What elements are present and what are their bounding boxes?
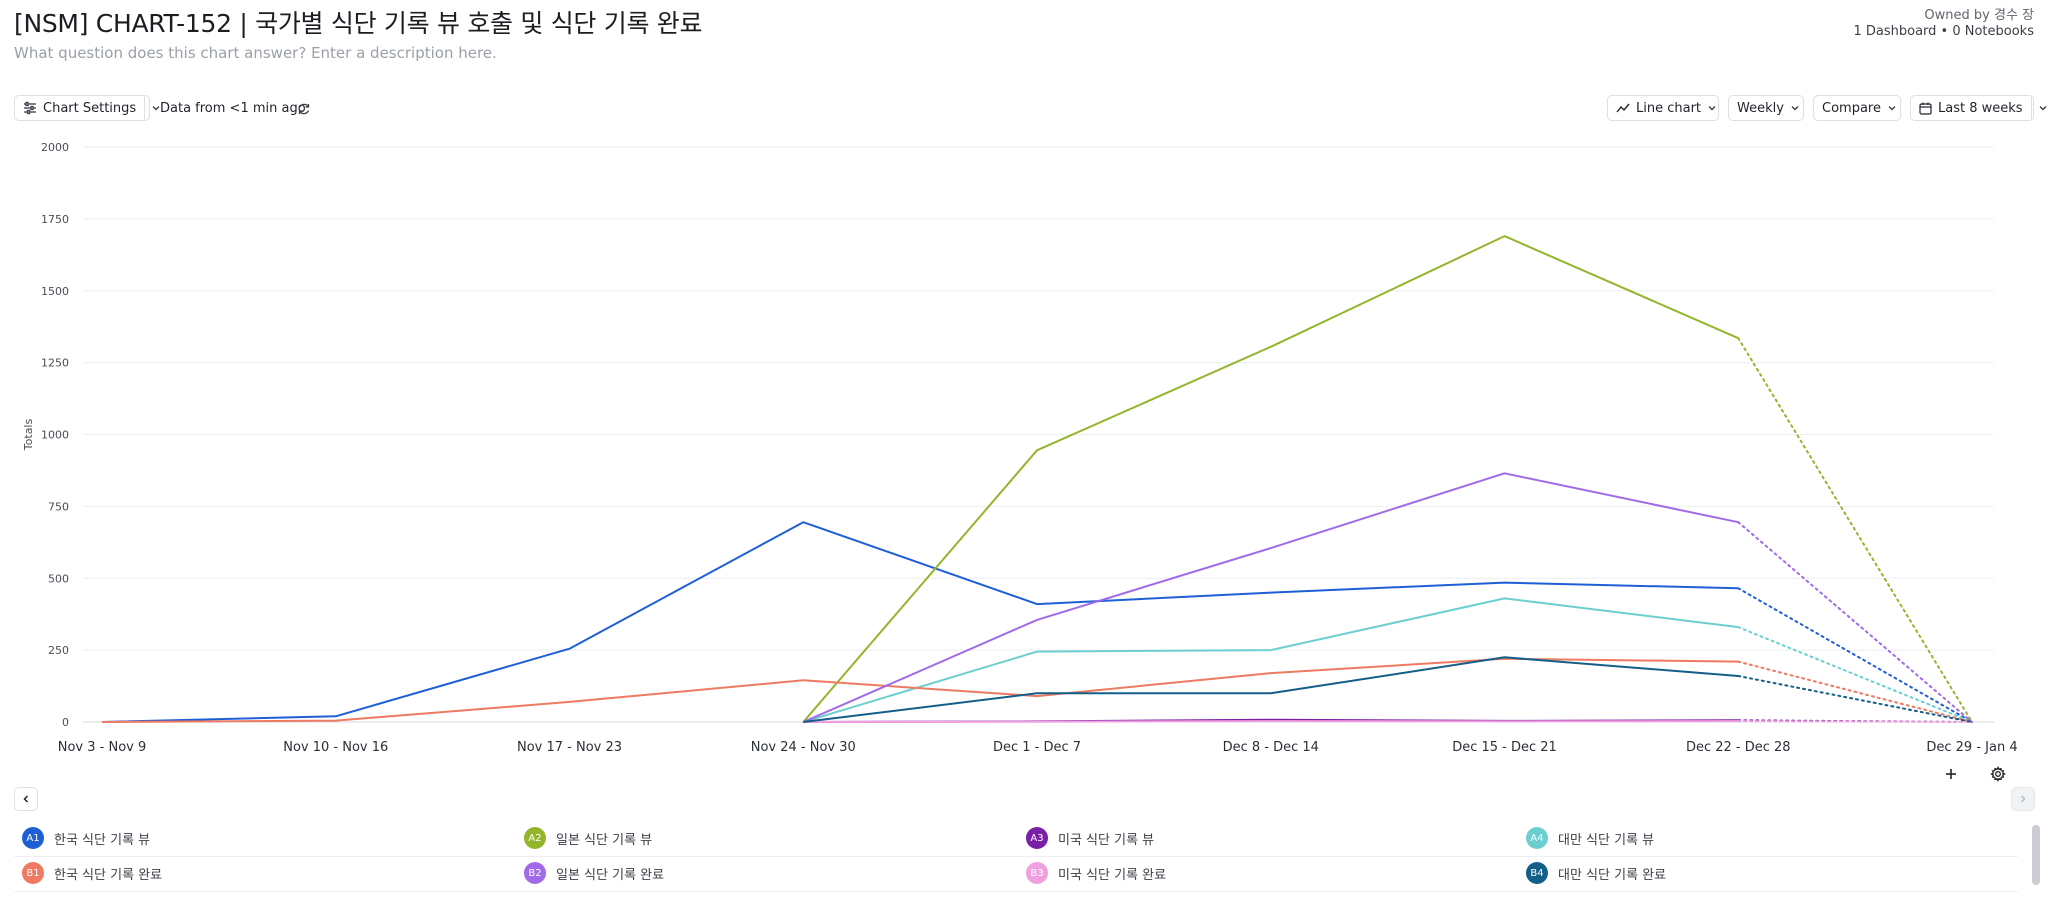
date-range-label: Last 8 weeks xyxy=(1938,100,2023,116)
legend-item-A2[interactable]: A2 일본 식단 기록 뷰 xyxy=(524,827,652,849)
x-tick-label: Nov 10 - Nov 16 xyxy=(283,740,388,755)
y-tick-label: 1250 xyxy=(41,357,69,370)
x-tick-label: Dec 8 - Dec 14 xyxy=(1223,740,1319,755)
chevron-right-icon xyxy=(2020,795,2026,803)
y-axis-label: Totals xyxy=(22,419,35,452)
data-freshness-label: Data from <1 min ago xyxy=(160,100,306,116)
legend-label: 미국 식단 기록 완료 xyxy=(1058,867,1167,883)
x-tick-label: Dec 29 - Jan 4 xyxy=(1926,740,2017,755)
chevron-down-icon[interactable] xyxy=(144,96,161,120)
series-line-B2 xyxy=(802,472,1739,723)
x-tick-label: Nov 3 - Nov 9 xyxy=(58,740,147,755)
x-tick-label: Dec 22 - Dec 28 xyxy=(1686,740,1791,755)
y-tick-label: 1000 xyxy=(41,429,69,442)
legend-label: 한국 식단 기록 완료 xyxy=(54,867,163,883)
y-tick-label: 1500 xyxy=(41,285,69,298)
y-tick-label: 750 xyxy=(48,500,69,513)
y-tick-label: 250 xyxy=(48,644,69,657)
x-tick-label: Nov 24 - Nov 30 xyxy=(751,740,856,755)
owner-label: Owned by 경수 장 xyxy=(1924,8,2034,23)
legend-scrollbar[interactable] xyxy=(2032,825,2040,885)
x-tick-label: Dec 15 - Dec 21 xyxy=(1452,740,1557,755)
refresh-icon[interactable] xyxy=(296,101,312,117)
series-badge: A3 xyxy=(1026,827,1048,849)
series-badge: B1 xyxy=(22,862,44,884)
chevron-left-icon xyxy=(23,795,29,803)
series-line-B4 xyxy=(803,656,1739,723)
chart-header: [NSM] CHART-152 | 국가별 식단 기록 뷰 호출 및 식단 기록… xyxy=(14,2,2034,72)
compare-label: Compare xyxy=(1822,100,1881,116)
x-tick-label: Nov 17 - Nov 23 xyxy=(517,740,622,755)
legend-prev-button[interactable] xyxy=(14,787,38,811)
plus-icon xyxy=(1946,769,1956,779)
series-line-A1 xyxy=(101,521,1739,723)
series-partial-A1 xyxy=(1737,587,1973,723)
add-series-button[interactable] xyxy=(1939,762,1963,786)
legend-row: A1 한국 식단 기록 뷰 A2 일본 식단 기록 뷰 A3 미국 식단 기록 뷰 A4 대만… xyxy=(14,822,2018,857)
legend-label: 일본 식단 기록 뷰 xyxy=(556,832,653,848)
chevron-down-icon xyxy=(1887,103,1897,113)
legend-label: 일본 식단 기록 완료 xyxy=(556,867,665,883)
sliders-icon xyxy=(23,101,37,115)
chevron-down-icon[interactable] xyxy=(2030,96,2048,120)
legend-label: 대만 식단 기록 뷰 xyxy=(1558,832,1655,848)
chevron-down-icon xyxy=(1790,103,1800,113)
series-badge: B2 xyxy=(524,862,546,884)
legend-item-B1[interactable]: B1 한국 식단 기록 완료 xyxy=(22,862,162,884)
legend-row: B1 한국 식단 기록 완료 B2 일본 식단 기록 완료 B3 미국 식단 기록 완료 B… xyxy=(14,857,2018,892)
legend-label: 대만 식단 기록 완료 xyxy=(1558,867,1667,883)
series-badge: B3 xyxy=(1026,862,1048,884)
series-line-B1 xyxy=(101,657,1739,723)
usage-meta-link[interactable]: 1 Dashboard • 0 Notebooks xyxy=(1853,24,2034,39)
chart-settings-button[interactable]: Chart Settings xyxy=(14,95,160,121)
series-partial-A4 xyxy=(1737,626,1973,723)
y-tick-label: 2000 xyxy=(41,141,69,154)
compare-dropdown[interactable]: Compare xyxy=(1813,95,1901,121)
series-partial-B4 xyxy=(1737,675,1973,723)
date-range-dropdown[interactable]: Last 8 weeks xyxy=(1910,95,2047,121)
gear-icon[interactable] xyxy=(1986,762,2010,786)
y-tick-label: 1750 xyxy=(41,213,69,226)
page-title[interactable]: [NSM] CHART-152 | 국가별 식단 기록 뷰 호출 및 식단 기록… xyxy=(14,9,703,38)
interval-label: Weekly xyxy=(1737,100,1784,116)
chevron-down-icon xyxy=(1707,103,1717,113)
legend-item-A1[interactable]: A1 한국 식단 기록 뷰 xyxy=(22,827,150,849)
series-badge: B4 xyxy=(1526,862,1548,884)
series-badge: A2 xyxy=(524,827,546,849)
series-line-A4 xyxy=(803,597,1739,723)
series-line-A2 xyxy=(802,235,1739,723)
chart-legend: A1 한국 식단 기록 뷰 A2 일본 식단 기록 뷰 A3 미국 식단 기록 뷰 A4 대만… xyxy=(14,822,2018,892)
legend-item-B3[interactable]: B3 미국 식단 기록 완료 xyxy=(1026,862,1166,884)
chart-type-dropdown[interactable]: Line chart xyxy=(1607,95,1719,121)
description-input[interactable]: What question does this chart answer? En… xyxy=(14,44,497,62)
line-chart-icon xyxy=(1616,102,1630,114)
line-chart: 0 250 500 750 1000 1250 1500 1750 2000 Nov 3 - No… xyxy=(22,141,2018,755)
series-partial-B1 xyxy=(1737,660,1973,723)
chart-settings-label: Chart Settings xyxy=(43,100,137,116)
legend-label: 한국 식단 기록 뷰 xyxy=(54,832,151,848)
series-badge: A4 xyxy=(1526,827,1548,849)
chart-type-label: Line chart xyxy=(1636,100,1702,116)
x-tick-label: Dec 1 - Dec 7 xyxy=(993,740,1081,755)
legend-item-B2[interactable]: B2 일본 식단 기록 완료 xyxy=(524,862,664,884)
y-tick-label: 0 xyxy=(62,716,69,729)
series-badge: A1 xyxy=(22,827,44,849)
legend-item-B4[interactable]: B4 대만 식단 기록 완료 xyxy=(1526,862,1666,884)
series-line-B3 xyxy=(803,720,1739,723)
calendar-icon xyxy=(1919,102,1932,115)
legend-next-button[interactable] xyxy=(2011,787,2035,811)
legend-label: 미국 식단 기록 뷰 xyxy=(1058,832,1155,848)
series-partial-B3 xyxy=(1737,720,1973,723)
interval-dropdown[interactable]: Weekly xyxy=(1728,95,1804,121)
legend-item-A3[interactable]: A3 미국 식단 기록 뷰 xyxy=(1026,827,1154,849)
y-tick-label: 500 xyxy=(48,572,69,585)
toolbar: Chart Settings Data from <1 min ago Line… xyxy=(14,95,2047,123)
legend-item-A4[interactable]: A4 대만 식단 기록 뷰 xyxy=(1526,827,1654,849)
series-partial-A2 xyxy=(1737,337,1973,723)
